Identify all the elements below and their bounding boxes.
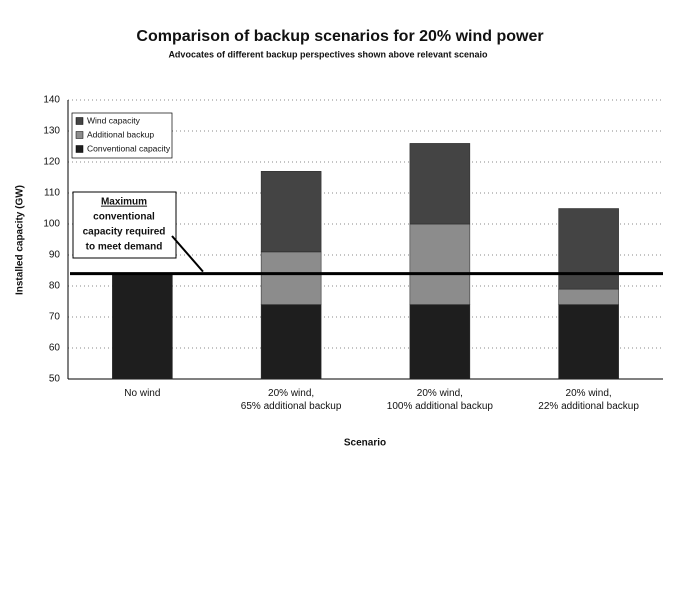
bar-segment — [409, 143, 471, 225]
y-tick-label: 140 — [43, 95, 60, 106]
y-tick-label: 130 — [43, 126, 60, 137]
bar-segment — [558, 288, 619, 305]
annotation-text: conventional — [93, 212, 155, 223]
x-tick-label-line: 20% wind, — [268, 388, 314, 399]
bar-segment — [112, 273, 173, 380]
y-tick-label: 110 — [44, 188, 60, 199]
x-tick-label: 20% wind, 22% additional backup — [538, 388, 639, 412]
y-tick-label: 50 — [49, 374, 61, 385]
y-tick-label: 120 — [43, 157, 60, 168]
annotation-box — [72, 191, 177, 259]
x-tick-label: No wind — [124, 388, 160, 399]
bar-segment — [558, 208, 619, 290]
x-tick-label: 20% wind, 100% additional backup — [387, 388, 494, 412]
x-axis-label: Scenario — [344, 438, 386, 449]
bar-segment — [260, 251, 322, 305]
x-tick-label-line: 20% wind, — [566, 388, 612, 399]
x-tick-label-line: 20% wind, — [417, 388, 463, 399]
legend-label: Conventional capacity — [87, 143, 171, 153]
legend-swatch — [75, 145, 84, 153]
annotation-text: to meet demand — [86, 242, 163, 253]
legend-label: Additional backup — [87, 129, 154, 139]
legend-swatch — [75, 117, 84, 125]
y-axis-label: Installed capacity (GW) — [15, 185, 26, 295]
legend-swatch — [75, 131, 84, 139]
y-tick-label: 100 — [43, 219, 60, 230]
y-tick-label: 90 — [49, 250, 61, 261]
legend-label: Wind capacity — [87, 115, 141, 125]
bar-segment — [260, 171, 322, 253]
x-tick-label-line: No wind — [124, 388, 160, 399]
chart-title: Comparison of backup scenarios for 20% w… — [136, 28, 543, 45]
bar-segment — [409, 223, 471, 305]
y-tick-label: 70 — [49, 312, 61, 323]
bar-segment — [558, 304, 619, 380]
y-tick-label: 60 — [49, 343, 61, 354]
annotation-text: Maximum — [101, 197, 147, 208]
y-tick-label: 80 — [49, 281, 61, 292]
x-tick-label-line: 65% additional backup — [241, 401, 342, 412]
chart-subtitle: Advocates of different backup perspectiv… — [168, 49, 488, 59]
annotation-text: capacity required — [83, 227, 166, 238]
bar-segment — [260, 304, 322, 380]
bar-segment — [409, 304, 471, 380]
x-tick-label-line: 100% additional backup — [387, 401, 494, 412]
legend-box — [71, 112, 173, 159]
annotation-arrow — [171, 235, 204, 273]
x-tick-label: 20% wind, 65% additional backup — [241, 388, 342, 412]
x-tick-label-line: 22% additional backup — [538, 401, 639, 412]
